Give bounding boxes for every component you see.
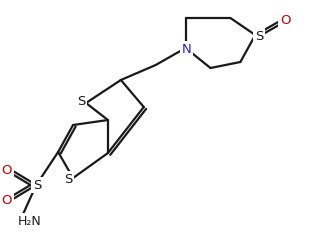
Text: S: S: [77, 95, 85, 107]
Text: O: O: [280, 15, 290, 27]
Text: O: O: [1, 193, 12, 206]
Text: S: S: [33, 179, 42, 191]
Text: H₂N: H₂N: [17, 214, 41, 227]
Text: S: S: [255, 29, 263, 42]
Text: O: O: [1, 164, 12, 177]
Text: S: S: [64, 172, 72, 185]
Text: N: N: [182, 42, 192, 56]
